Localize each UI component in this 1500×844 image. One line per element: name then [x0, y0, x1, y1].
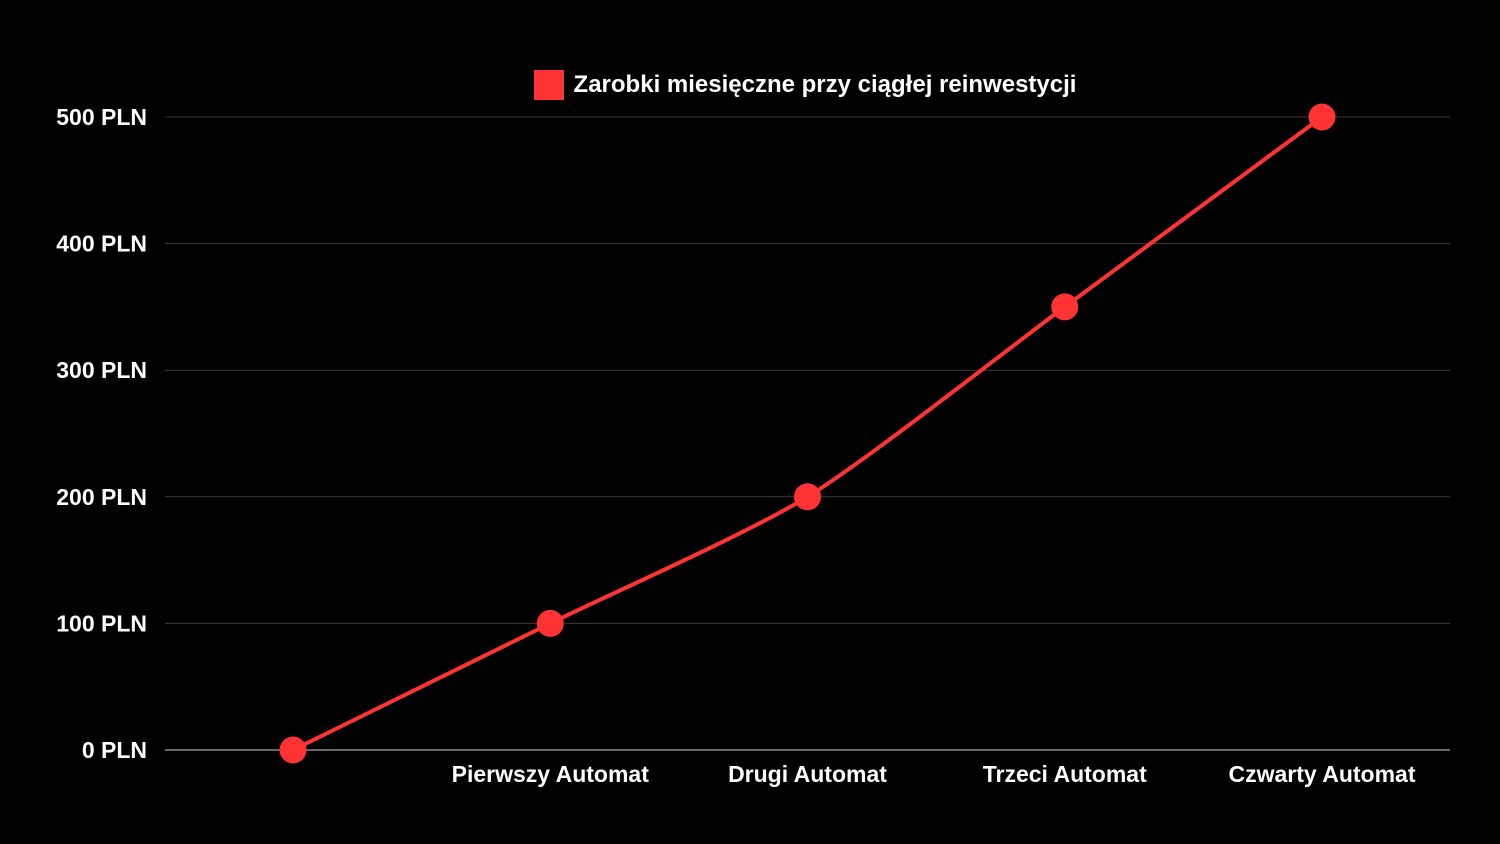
y-tick-label: 200 PLN [56, 484, 147, 510]
y-tick-label: 400 PLN [56, 231, 147, 257]
data-point [536, 609, 564, 637]
x-tick-label: Pierwszy Automat [452, 761, 650, 787]
y-tick-label: 500 PLN [56, 104, 147, 130]
grid-layer [165, 116, 1450, 751]
x-tick-label: Czwarty Automat [1229, 761, 1416, 787]
data-point [794, 483, 821, 511]
series-points-layer [279, 103, 1336, 764]
x-tick-label: Trzeci Automat [983, 761, 1147, 787]
y-axis-ticks: 0 PLN 100 PLN 200 PLN 300 PLN 400 PLN 500 PLN [56, 104, 147, 763]
x-axis-ticks: Pierwszy Automat Drugi Automat Trzeci Auto… [452, 761, 1416, 787]
legend: Zarobki miesięczne przy ciągłej reinwest… [0, 70, 1500, 100]
y-tick-label: 300 PLN [56, 357, 147, 383]
data-point [1308, 103, 1336, 131]
legend-swatch [533, 70, 564, 100]
legend-label: Zarobki miesięczne przy ciągłej reinwest… [573, 71, 1077, 98]
data-point [279, 736, 307, 764]
series-line [291, 115, 1324, 752]
x-tick-label: Drugi Automat [728, 761, 887, 787]
data-point [1051, 293, 1079, 321]
series-line-layer [291, 115, 1324, 752]
y-tick-label: 0 PLN [82, 737, 147, 763]
y-tick-label: 100 PLN [56, 610, 147, 636]
